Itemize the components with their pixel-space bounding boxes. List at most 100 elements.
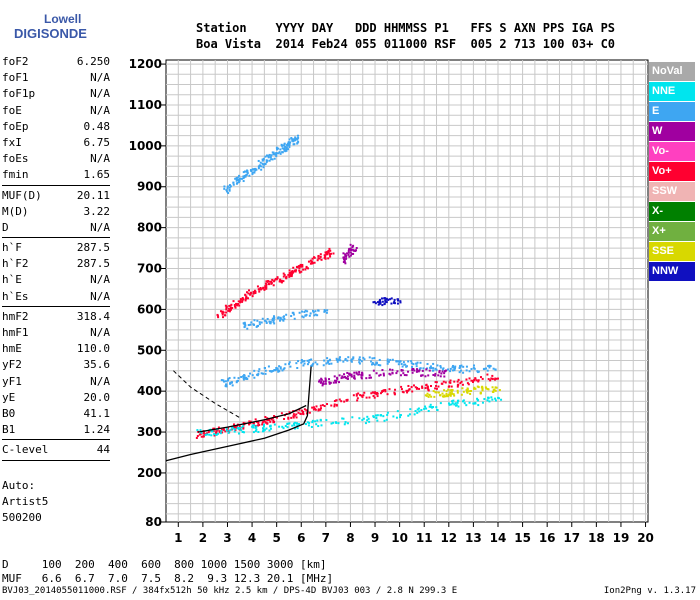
- echo-point: [342, 417, 345, 420]
- echo-point: [282, 144, 285, 147]
- echo-point: [355, 372, 358, 375]
- echo-point: [465, 390, 468, 393]
- echo-point: [242, 376, 245, 379]
- echo-point: [285, 313, 288, 316]
- echo-point: [446, 368, 449, 371]
- echo-point: [490, 396, 493, 399]
- echo-point: [286, 426, 289, 429]
- echo-point: [416, 361, 419, 364]
- echo-point: [424, 387, 427, 390]
- echo-point: [242, 375, 245, 378]
- echo-point: [347, 251, 350, 254]
- echo-point: [477, 399, 480, 402]
- echo-point: [358, 417, 361, 420]
- echo-point: [254, 167, 257, 170]
- echo-point: [411, 367, 414, 370]
- echo-point: [319, 419, 322, 422]
- echo-point: [272, 284, 275, 287]
- echo-point: [329, 255, 332, 258]
- echo-point: [328, 358, 331, 361]
- echo-point: [470, 390, 473, 393]
- echo-point: [320, 258, 323, 261]
- echo-point: [462, 365, 465, 368]
- echo-point: [379, 392, 382, 395]
- echo-point: [247, 292, 250, 295]
- echo-point: [293, 138, 296, 141]
- echo-point: [229, 185, 232, 188]
- echo-point: [233, 430, 236, 433]
- echo-point: [296, 367, 299, 370]
- echo-point: [460, 393, 463, 396]
- echo-point: [270, 280, 273, 283]
- echo-point: [432, 405, 435, 408]
- echo-point: [346, 422, 349, 425]
- echo-point: [282, 315, 285, 318]
- echo-point: [381, 369, 384, 372]
- param-separator: [2, 184, 110, 186]
- x-tick-label: 7: [322, 531, 330, 545]
- echo-point: [262, 423, 265, 426]
- echo-point: [222, 311, 225, 314]
- echo-point: [312, 406, 315, 409]
- echo-point: [273, 369, 276, 372]
- echo-point: [381, 390, 384, 393]
- echo-point: [388, 372, 391, 375]
- echo-point: [300, 409, 303, 412]
- echo-point: [330, 252, 333, 255]
- echo-point: [283, 149, 286, 152]
- echo-point: [311, 421, 314, 424]
- echo-point: [237, 300, 240, 303]
- echo-point: [345, 257, 348, 260]
- echo-point: [246, 378, 249, 381]
- echo-point: [412, 363, 415, 366]
- echo-point: [279, 317, 282, 320]
- echo-point: [235, 182, 238, 185]
- echo-point: [320, 378, 323, 381]
- x-tick-label: 1: [174, 531, 182, 545]
- echo-point: [401, 369, 404, 372]
- echo-point: [301, 315, 304, 318]
- echo-point: [393, 298, 396, 301]
- echo-point: [345, 254, 348, 257]
- param-name: fxI: [2, 135, 22, 149]
- echo-point: [457, 378, 460, 381]
- echo-point: [257, 159, 260, 162]
- echo-point: [484, 386, 487, 389]
- echo-point: [376, 395, 379, 398]
- echo-point: [411, 369, 414, 372]
- echo-point: [300, 270, 303, 273]
- echo-point: [440, 372, 443, 375]
- echo-point: [465, 378, 468, 381]
- echo-point: [337, 422, 340, 425]
- echo-point: [195, 436, 198, 439]
- param-separator: [2, 237, 110, 239]
- echo-point: [452, 399, 455, 402]
- echo-point: [228, 188, 231, 191]
- echo-point: [465, 365, 468, 368]
- echo-point: [362, 394, 365, 397]
- param-name: MUF(D): [2, 188, 42, 202]
- param-value: 20.11: [76, 188, 110, 202]
- echo-point: [316, 419, 319, 422]
- echo-point: [395, 416, 398, 419]
- echo-point: [377, 363, 380, 366]
- echo-point: [271, 319, 274, 322]
- echo-point: [441, 370, 444, 373]
- echo-point: [215, 433, 218, 436]
- echo-point: [372, 395, 375, 398]
- echo-point: [276, 148, 279, 151]
- echo-point: [264, 286, 267, 289]
- echo-point: [223, 380, 226, 383]
- echo-point: [449, 393, 452, 396]
- echo-point: [253, 289, 256, 292]
- echo-point: [449, 370, 452, 373]
- echo-point: [305, 265, 308, 268]
- param-name: foF1p: [2, 87, 36, 101]
- echo-point: [228, 377, 231, 380]
- echo-point: [348, 248, 351, 251]
- param-value: 20.0: [83, 390, 111, 404]
- param-value: 3.22: [83, 204, 111, 218]
- echo-point: [235, 179, 238, 182]
- echo-point: [408, 413, 411, 416]
- echo-point: [451, 402, 454, 405]
